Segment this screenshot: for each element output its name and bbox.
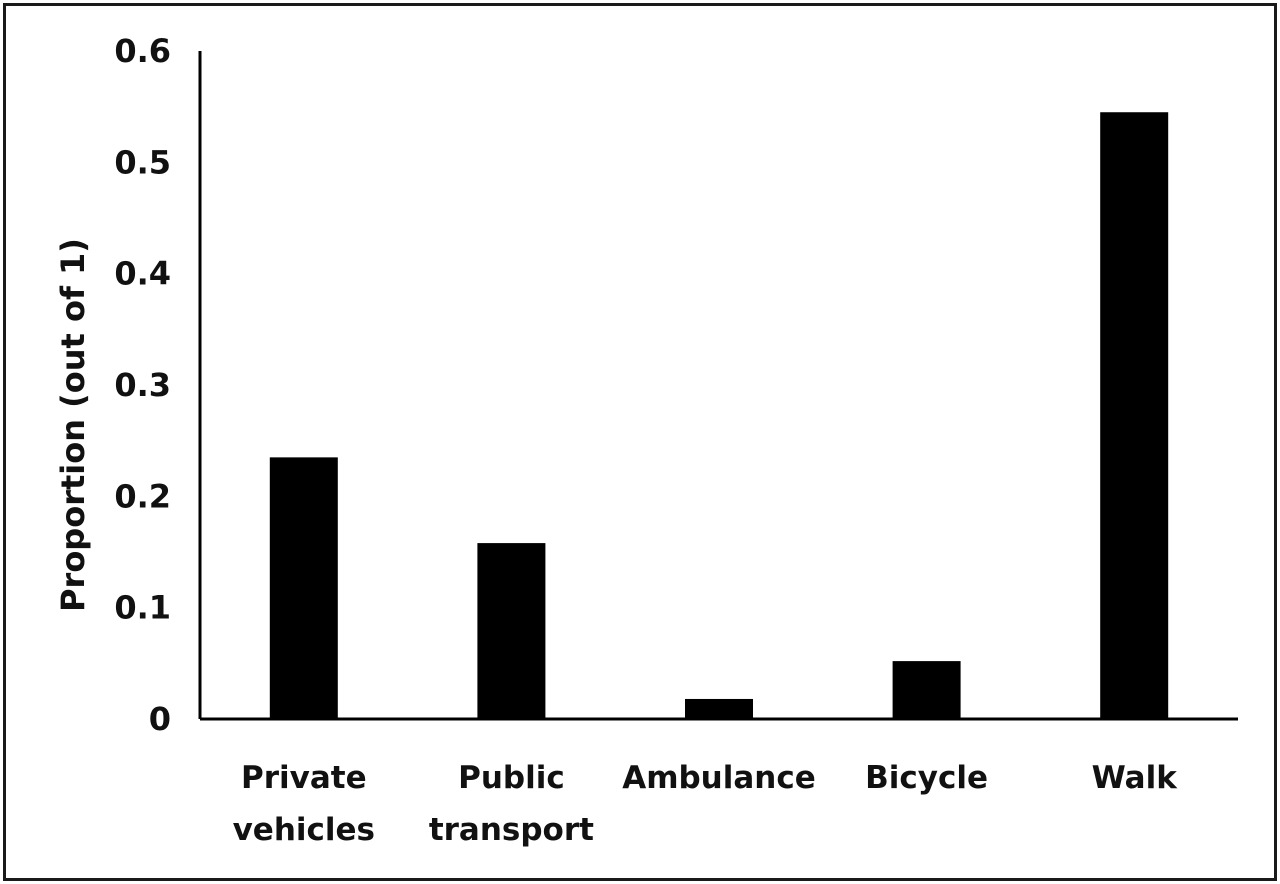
x-category-label: Public	[458, 760, 565, 796]
bar	[477, 543, 546, 719]
y-tick-label: 0.2	[114, 477, 171, 515]
x-category-label: Walk	[1092, 760, 1179, 796]
x-category-label: Private	[241, 760, 367, 796]
chart-frame: 0 0.1 0.2 0.3 0.4 0.5 0.6 Private vehicles Publi…	[3, 3, 1277, 881]
bar	[269, 457, 338, 719]
y-tick-label: 0	[149, 700, 171, 738]
x-category-label: Bicycle	[865, 760, 988, 796]
x-category-label: vehicles	[233, 812, 375, 848]
bar	[685, 698, 753, 719]
y-tick-label: 0.1	[114, 589, 171, 627]
x-category-labels: Private vehicles Public transport Ambulance B…	[233, 760, 1179, 848]
y-tick-label: 0.5	[114, 143, 171, 181]
y-tick-label: 0.3	[114, 366, 171, 404]
y-tick-labels: 0 0.1 0.2 0.3 0.4 0.5 0.6	[114, 32, 171, 738]
x-category-label: transport	[429, 812, 594, 848]
bar-chart: 0 0.1 0.2 0.3 0.4 0.5 0.6 Private vehicles Publi…	[54, 32, 1238, 848]
y-tick-label: 0.4	[114, 255, 171, 293]
x-category-label: Ambulance	[622, 760, 816, 796]
y-tick-label: 0.6	[114, 32, 171, 70]
y-axis-title: Proportion (out of 1)	[54, 238, 92, 612]
bars-group	[269, 112, 1169, 719]
bar	[892, 661, 961, 719]
bar	[1100, 112, 1169, 719]
